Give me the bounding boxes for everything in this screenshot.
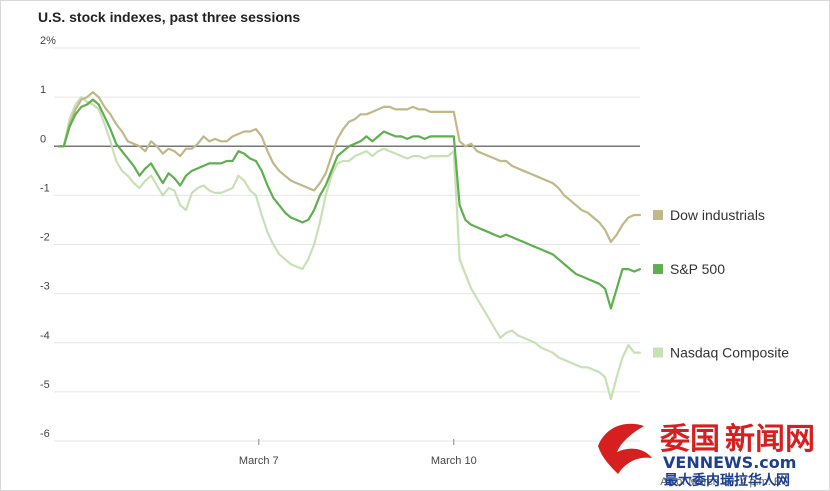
y-tick-label: 1 — [40, 84, 46, 96]
y-tick-label: -3 — [40, 281, 50, 293]
watermark-line3: 最大委内瑞拉华人网 — [664, 472, 790, 489]
y-tick-label: -2 — [40, 232, 50, 244]
legend-label-sp500: S&P 500 — [670, 261, 725, 277]
legend-swatch-dow — [653, 210, 663, 221]
y-tick-label: 0 — [40, 133, 46, 145]
grid-layer — [54, 47, 640, 442]
legend-swatch-nasdaq — [653, 347, 663, 358]
series-layer — [56, 91, 642, 401]
legend-label-dow: Dow industrials — [670, 207, 765, 223]
series-line-sp500 — [56, 98, 642, 310]
dragon-logo-mark — [598, 423, 652, 474]
watermark-line1b: 新闻网 — [725, 422, 815, 457]
series-line-nasdaq — [56, 95, 642, 401]
legend-swatch-sp500 — [653, 264, 663, 275]
footnote: As of March 10, 4 p.m. ET — [660, 476, 788, 488]
x-tick-label: March 10 — [431, 455, 477, 467]
watermark-logo: 委国 新闻网 VENNEWS.com 最大委内瑞拉华人网 — [598, 422, 815, 489]
axis-layer: 2% 1 0 -1 -2 -3 -4 -5 -6 March 7 March 10 — [40, 35, 477, 467]
chart-title: U.S. stock indexes, past three sessions — [38, 9, 300, 25]
y-tick-label: -5 — [40, 379, 50, 391]
series-line-dow — [56, 91, 642, 244]
y-tick-label: -1 — [40, 182, 50, 194]
x-tick-label: March 7 — [239, 455, 279, 467]
legend: Dow industrials S&P 500 Nasdaq Composite — [653, 207, 789, 361]
y-tick-label: -4 — [40, 330, 50, 342]
watermark-line2: VENNEWS.com — [663, 453, 796, 472]
y-tick-label: 2% — [40, 35, 56, 47]
watermark-line1a: 委国 — [660, 422, 720, 457]
legend-label-nasdaq: Nasdaq Composite — [670, 345, 789, 361]
y-tick-label: -6 — [40, 428, 50, 440]
